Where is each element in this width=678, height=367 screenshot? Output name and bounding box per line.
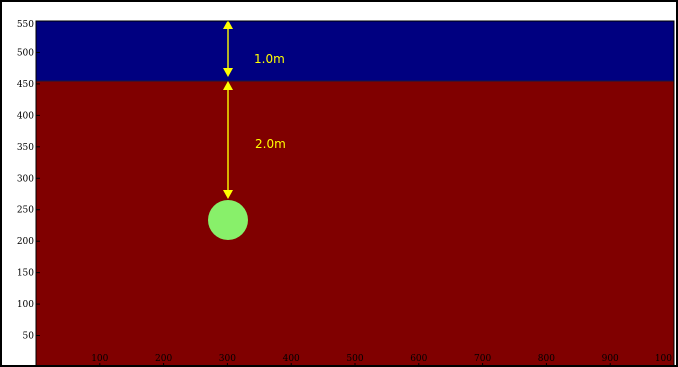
arrow-head-down-icon bbox=[223, 68, 233, 77]
y-tick-label: 250 bbox=[17, 206, 34, 216]
axes-frame bbox=[35, 20, 675, 367]
y-tick-label: 200 bbox=[17, 237, 34, 247]
y-tick-label: 450 bbox=[17, 80, 34, 90]
bottom-layer bbox=[36, 81, 674, 367]
arrow-head-up-icon bbox=[223, 20, 233, 29]
y-tick-label: 400 bbox=[17, 111, 34, 121]
x-tick-label: 100 bbox=[655, 354, 672, 364]
top-layer bbox=[36, 21, 674, 81]
arrow-head-down-icon bbox=[223, 190, 233, 199]
arrow-head-up-icon bbox=[223, 81, 233, 90]
x-tick-label: 400 bbox=[283, 354, 300, 364]
y-tick-label: 550 bbox=[17, 20, 34, 30]
lower-distance-arrow bbox=[223, 81, 233, 199]
y-tick-label: 500 bbox=[17, 48, 34, 58]
x-tick-label: 100 bbox=[91, 354, 108, 364]
y-tick-label: 100 bbox=[17, 300, 34, 310]
y-tick-label: 300 bbox=[17, 174, 34, 184]
x-tick-label: 600 bbox=[410, 354, 427, 364]
lower-distance-label: 2.0m bbox=[255, 137, 286, 151]
x-tick-label: 500 bbox=[346, 354, 363, 364]
y-tick-label: 50 bbox=[23, 332, 35, 342]
x-tick-label: 800 bbox=[538, 354, 555, 364]
buried-target-circle bbox=[208, 200, 248, 240]
x-tick-label: 300 bbox=[219, 354, 236, 364]
y-tick-label: 350 bbox=[17, 143, 34, 153]
x-tick-label: 900 bbox=[602, 354, 619, 364]
x-tick-label: 700 bbox=[474, 354, 491, 364]
upper-distance-label: 1.0m bbox=[254, 52, 285, 66]
x-tick-label: 200 bbox=[155, 354, 172, 364]
y-tick-label: 150 bbox=[17, 269, 34, 279]
upper-distance-arrow bbox=[223, 20, 233, 77]
axis-ticks: 100 200 300 400 500 600 700 800 900 100 550 500 450 4… bbox=[17, 20, 675, 367]
